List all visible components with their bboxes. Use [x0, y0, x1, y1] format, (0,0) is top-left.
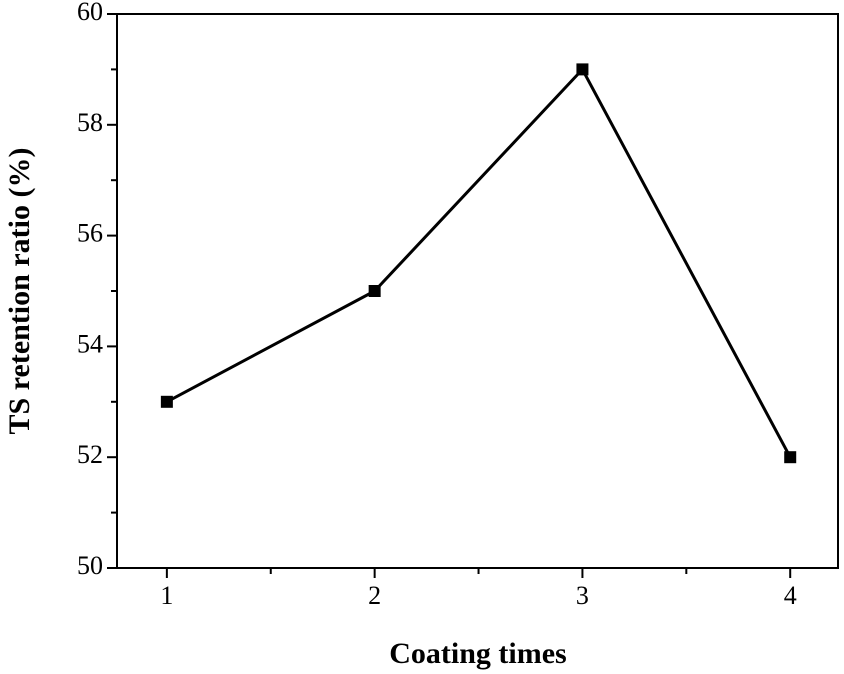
x-tick-label: 4: [784, 581, 797, 610]
y-axis-label: TS retention ratio (%): [3, 148, 36, 435]
y-tick-label: 60: [77, 0, 103, 26]
x-axis-label: Coating times: [389, 637, 566, 670]
y-tick-label: 56: [77, 219, 103, 248]
x-tick-label: 3: [576, 581, 589, 610]
y-tick-label: 50: [77, 551, 103, 580]
y-tick-label: 52: [77, 440, 103, 469]
marker: [160, 395, 173, 408]
series-line: [166, 66, 792, 458]
x-tick-label: 2: [368, 581, 381, 610]
y-tick-label: 58: [77, 108, 103, 137]
y-tick-label: 54: [77, 329, 103, 358]
plot-frame: [116, 13, 839, 569]
marker: [368, 285, 381, 297]
marker: [784, 451, 797, 464]
marker: [576, 63, 589, 76]
x-tick-label: 1: [160, 581, 173, 610]
